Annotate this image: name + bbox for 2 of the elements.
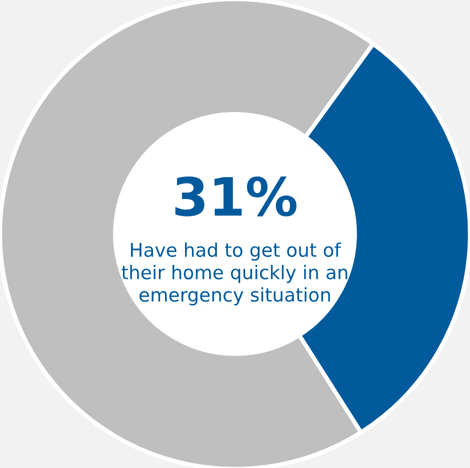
text: Have had to get out of their home quickly in an emergency situation bbox=[122, 242, 348, 306]
text: 31% bbox=[175, 176, 296, 216]
